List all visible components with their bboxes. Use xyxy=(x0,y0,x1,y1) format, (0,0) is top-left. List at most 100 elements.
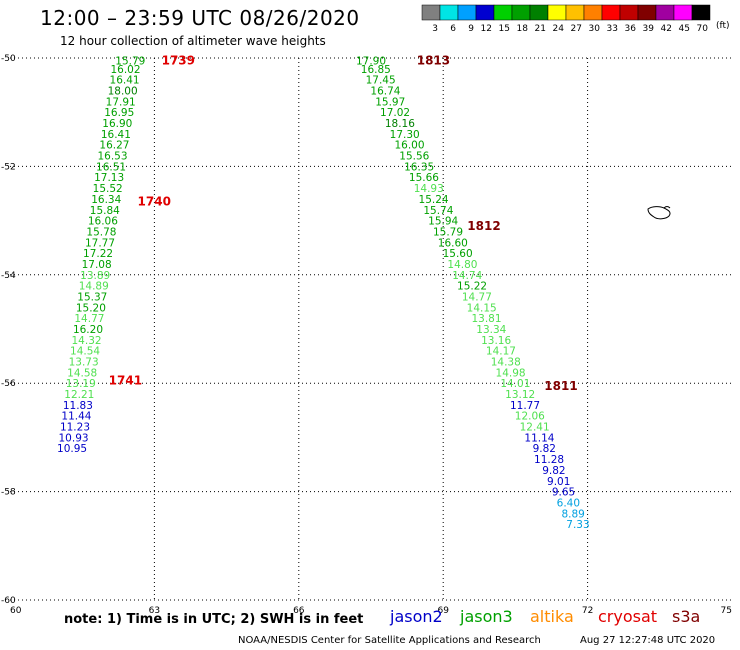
wave-height-point: 15.24 xyxy=(419,194,449,206)
wave-height-point: 17.91 xyxy=(106,96,136,108)
wave-height-point: 16.35 xyxy=(404,161,434,173)
wave-height-point: 11.14 xyxy=(524,432,554,444)
wave-height-point: 15.22 xyxy=(457,281,487,293)
color-swatch xyxy=(619,4,639,21)
wave-height-point: 15.74 xyxy=(423,205,453,217)
color-scale-tick: 42 xyxy=(661,24,672,34)
wave-height-point: 16.00 xyxy=(394,140,424,152)
color-scale-tick: 15 xyxy=(499,24,510,34)
wave-height-point: 15.66 xyxy=(409,172,439,184)
credit-line: NOAA/NESDIS Center for Satellite Applica… xyxy=(238,635,541,646)
color-swatch xyxy=(583,4,603,21)
y-tick-label: -54 xyxy=(1,271,16,281)
legend-jason3: jason3 xyxy=(460,607,513,626)
x-tick-label: 63 xyxy=(149,606,160,616)
wave-height-point: 14.98 xyxy=(496,367,526,379)
island-outline xyxy=(647,206,671,220)
y-tick-label: -60 xyxy=(1,596,16,606)
wave-height-point: 11.23 xyxy=(60,422,90,434)
wave-height-point: 14.01 xyxy=(500,378,530,390)
color-scale-tick: 36 xyxy=(625,24,637,34)
color-swatch xyxy=(565,4,585,21)
wave-height-point: 15.56 xyxy=(399,151,429,163)
wave-height-point: 16.60 xyxy=(438,237,468,249)
wave-height-point: 15.97 xyxy=(375,96,405,108)
wave-height-point: 16.02 xyxy=(110,64,140,76)
wave-height-point: 13.12 xyxy=(505,389,535,401)
wave-height-point: 12.21 xyxy=(64,389,94,401)
x-tick-label: 60 xyxy=(10,606,22,616)
wave-height-point: 15.60 xyxy=(443,248,473,260)
wave-height-point: 17.30 xyxy=(390,129,420,141)
chart-subtitle: 12 hour collection of altimeter wave hei… xyxy=(60,34,326,48)
color-swatch xyxy=(673,4,693,21)
pass-time-label: 1813 xyxy=(417,54,450,68)
color-scale-tick: 33 xyxy=(607,24,618,34)
color-scale-tick: 24 xyxy=(553,24,565,34)
legend-altika: altika xyxy=(530,607,574,626)
wave-height-values: 15.7916.0216.4118.0017.9116.9516.9016.41… xyxy=(57,56,590,531)
color-scale-tick: 18 xyxy=(517,24,529,34)
wave-height-point: 17.77 xyxy=(85,237,115,249)
wave-height-point: 17.02 xyxy=(380,107,410,119)
wave-height-point: 10.95 xyxy=(57,443,87,455)
wave-height-point: 11.44 xyxy=(61,411,91,423)
legend-jason2: jason2 xyxy=(390,607,443,626)
footnote: note: 1) Time is in UTC; 2) SWH is in fe… xyxy=(64,612,364,627)
color-scale-tick: 45 xyxy=(679,24,690,34)
wave-height-point: 14.38 xyxy=(491,357,521,369)
wave-height-point: 7.33 xyxy=(566,519,589,531)
wave-height-point: 17.90 xyxy=(356,56,386,68)
wave-height-point: 17.22 xyxy=(83,248,113,260)
wave-height-point: 12.41 xyxy=(520,422,550,434)
pass-time-label: 1741 xyxy=(109,373,142,387)
wave-height-point: 13.73 xyxy=(69,357,99,369)
wave-height-point: 15.79 xyxy=(433,226,463,238)
color-swatch xyxy=(691,4,711,21)
pass-time-label: 1812 xyxy=(467,219,500,233)
wave-height-point: 16.85 xyxy=(361,64,391,76)
wave-height-point: 13.19 xyxy=(66,378,96,390)
wave-height-point: 8.89 xyxy=(561,508,584,520)
color-scale-tick: 12 xyxy=(481,24,492,34)
wave-height-point: 9.01 xyxy=(547,476,570,488)
color-scale-tick: 70 xyxy=(697,24,709,34)
wave-height-point: 11.77 xyxy=(510,400,540,412)
wave-height-point: 14.80 xyxy=(447,259,477,271)
wave-height-point: 14.77 xyxy=(74,313,104,325)
x-tick-label: 72 xyxy=(582,606,593,616)
wave-height-point: 16.41 xyxy=(110,75,140,87)
wave-height-point: 14.17 xyxy=(486,346,516,358)
wave-height-point: 14.89 xyxy=(79,281,109,293)
wave-height-point: 10.93 xyxy=(59,432,89,444)
color-swatch xyxy=(457,4,477,21)
wave-height-point: 15.79 xyxy=(115,56,145,68)
wave-height-point: 13.16 xyxy=(481,335,511,347)
y-tick-label: -52 xyxy=(1,162,16,172)
color-swatch xyxy=(511,4,531,21)
wave-height-point: 16.95 xyxy=(104,107,134,119)
color-scale-tick: 30 xyxy=(589,24,601,34)
wave-height-point: 16.41 xyxy=(101,129,131,141)
pass-labels: 1739 1740 1741 1813 1812 1811 xyxy=(109,54,578,393)
wave-height-point: 15.52 xyxy=(93,183,123,195)
wave-height-point: 15.37 xyxy=(77,291,107,303)
y-tick-label: -50 xyxy=(1,54,16,64)
color-swatch xyxy=(637,4,657,21)
wave-height-point: 13.34 xyxy=(476,324,506,336)
wave-height-point: 15.20 xyxy=(76,302,106,314)
wave-height-point: 16.51 xyxy=(96,161,126,173)
color-swatch xyxy=(547,4,567,21)
color-scale-unit: (ft) xyxy=(716,21,730,31)
color-scale-tick: 3 xyxy=(432,24,438,34)
pass-time-label: 1811 xyxy=(544,379,577,393)
wave-height-point: 6.40 xyxy=(557,497,580,509)
wave-height-point: 13.81 xyxy=(471,313,501,325)
wave-height-point: 12.06 xyxy=(515,411,545,423)
wave-height-point: 18.16 xyxy=(385,118,415,130)
y-tick-label: -56 xyxy=(1,379,16,389)
pass-time-label: 1740 xyxy=(138,195,171,209)
chart-title: 12:00 – 23:59 UTC 08/26/2020 xyxy=(40,6,360,30)
wave-height-point: 11.83 xyxy=(63,400,93,412)
